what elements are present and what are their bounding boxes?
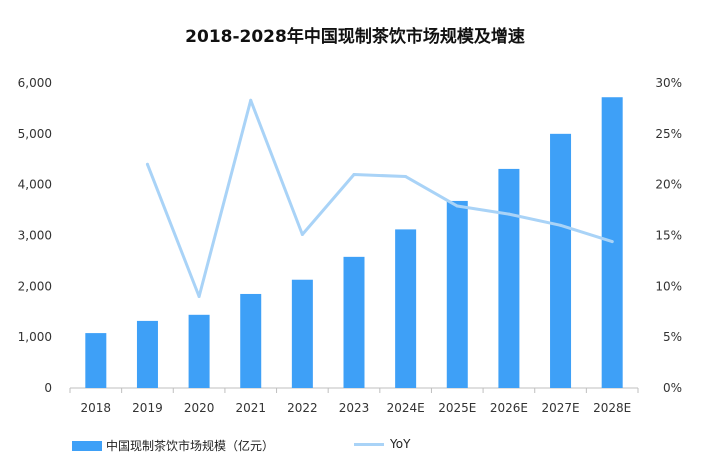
x-axis-ticks: 2018 2019 2020 2021 2022 2023 2024E 2025E 2026E 2… — [81, 401, 632, 415]
y-right-tick-label: 30% — [655, 76, 682, 90]
y-right-tick-label: 15% — [655, 229, 682, 243]
bar-2024E — [395, 229, 417, 388]
yoy-point-2023 — [352, 173, 356, 176]
legend-label-market-size: 中国现制茶饮市场规模（亿元） — [106, 439, 275, 453]
legend-swatch-line — [354, 442, 384, 446]
x-tick-label: 2027E — [541, 401, 579, 415]
x-tick-label: 2020 — [184, 401, 215, 415]
bar-2023 — [343, 256, 365, 388]
legend-item-market-size: 中国现制茶饮市场规模（亿元） — [72, 437, 274, 454]
yoy-point-2025E — [455, 204, 459, 208]
legend-label-yoy: YoY — [390, 437, 411, 451]
yoy-point-2019 — [145, 162, 149, 166]
x-tick-label: 2021 — [235, 401, 266, 415]
yoy-point-2022 — [300, 232, 304, 236]
y-left-tick-label: 6,000 — [18, 76, 52, 90]
y-left-tick-label: 5,000 — [18, 127, 52, 141]
y-left-tick-label: 3,000 — [18, 229, 52, 243]
y-right-tick-label: 25% — [655, 127, 682, 141]
yoy-point-2020 — [197, 295, 201, 298]
yoy-line — [145, 98, 614, 298]
y-left-tick-label: 2,000 — [18, 279, 52, 293]
bar-2018 — [85, 333, 107, 388]
legend-swatch-bar — [72, 440, 102, 451]
axes — [69, 387, 639, 393]
bar-2026E — [498, 168, 520, 388]
legend-item-yoy: YoY — [354, 437, 410, 451]
y-right-tick-label: 0% — [663, 381, 682, 395]
chart-title: 2018-2028年中国现制茶饮市场规模及增速 — [185, 27, 525, 47]
bar-2019 — [136, 320, 158, 388]
line-series — [145, 98, 614, 298]
y-left-tick-label: 0 — [44, 381, 52, 395]
y-left-tick-label: 1,000 — [18, 330, 52, 344]
y-right-tick-label: 20% — [655, 178, 682, 192]
bar-2020 — [188, 314, 210, 388]
y-axis-right-ticks: 0% 5% 10% 15% 20% 25% 30% — [655, 76, 682, 395]
x-tick-label: 2028E — [593, 401, 631, 415]
x-tick-label: 2024E — [387, 401, 425, 415]
x-tick-label: 2023 — [339, 401, 370, 415]
x-tick-label: 2025E — [438, 401, 476, 415]
x-tick-label: 2018 — [81, 401, 112, 415]
bar-2025E — [446, 200, 468, 388]
y-left-tick-label: 4,000 — [18, 178, 52, 192]
yoy-point-2026E — [507, 212, 511, 216]
bar-series — [85, 97, 623, 388]
x-tick-label: 2019 — [132, 401, 163, 415]
y-right-tick-label: 5% — [663, 330, 682, 344]
x-tick-label: 2026E — [490, 401, 528, 415]
legend: 中国现制茶饮市场规模（亿元） YoY — [72, 437, 632, 457]
yoy-point-2021 — [249, 98, 253, 102]
yoy-point-2028E — [610, 240, 614, 244]
y-right-tick-label: 10% — [655, 279, 682, 293]
y-axis-left-ticks: 0 1,000 2,000 3,000 4,000 5,000 6,000 — [18, 76, 52, 395]
yoy-point-2027E — [559, 223, 563, 227]
x-tick-label: 2022 — [287, 401, 318, 415]
bar-2021 — [240, 293, 262, 388]
yoy-point-2024E — [404, 175, 408, 179]
bar-2027E — [550, 133, 572, 388]
bar-2022 — [291, 279, 313, 388]
